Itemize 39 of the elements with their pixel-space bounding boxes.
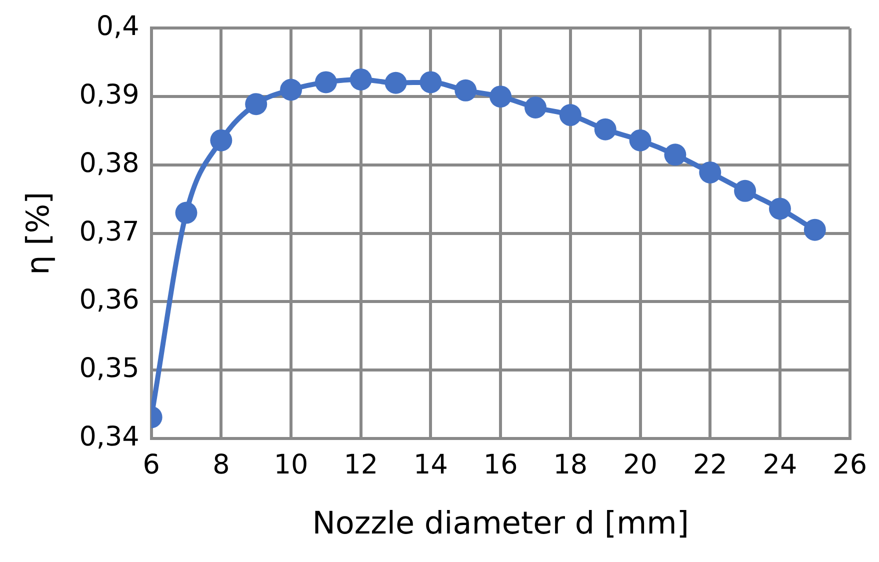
point (664, 144, 686, 166)
y-tick-label: 0,34 (79, 421, 140, 452)
point (699, 161, 722, 184)
point (490, 86, 512, 108)
point (420, 71, 442, 94)
point (768, 198, 791, 220)
point (804, 218, 826, 241)
point (594, 118, 616, 140)
x-tick-label: 26 (832, 450, 867, 481)
x-tick-label: 16 (483, 450, 518, 481)
y-tick-label: 0,36 (79, 284, 140, 316)
y-axis-title: η [%] (20, 192, 57, 275)
x-tick-label: 8 (212, 450, 230, 481)
point (280, 78, 302, 101)
x-axis-title: Nozzle diameter d [mm] (312, 505, 689, 542)
x-tick-label: 22 (692, 450, 728, 481)
point (734, 180, 756, 202)
point (245, 93, 268, 116)
point (559, 104, 582, 126)
point (314, 71, 337, 94)
point (210, 129, 232, 152)
y-tick-label: 0,35 (79, 353, 140, 384)
point (454, 79, 477, 102)
y-tick-label: 0,4 (96, 11, 140, 42)
point (350, 68, 372, 90)
x-tick-label: 6 (142, 450, 160, 481)
y-tick-label: 0,37 (79, 216, 140, 248)
x-tick-label: 24 (762, 450, 798, 481)
y-tick-label: 0,38 (79, 148, 140, 179)
point (629, 129, 652, 152)
x-tick-label: 10 (274, 450, 308, 481)
x-tick-label: 12 (344, 450, 378, 481)
point (384, 72, 407, 94)
point (524, 96, 546, 119)
x-tick-label: 20 (623, 450, 658, 481)
x-tick-label: 18 (553, 450, 588, 481)
y-tick-label: 0,39 (79, 80, 140, 111)
point (175, 202, 198, 224)
x-tick-label: 14 (414, 450, 448, 481)
